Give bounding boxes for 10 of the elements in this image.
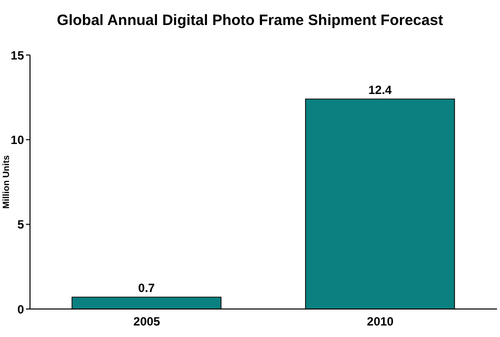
x-tick-label: 2005	[133, 314, 160, 329]
chart-title: Global Annual Digital Photo Frame Shipment Forecast	[56, 12, 444, 29]
y-tick-label: 0	[17, 302, 24, 316]
y-tick-label: 15	[10, 48, 24, 62]
y-tick-label: 5	[17, 218, 24, 232]
y-tick-label: 10	[10, 132, 24, 147]
x-tick-label: 2010	[366, 314, 394, 329]
data-label: 12.4	[368, 83, 392, 98]
y-axis-title: Million Units	[1, 155, 12, 209]
data-label: 0.7	[138, 281, 156, 296]
